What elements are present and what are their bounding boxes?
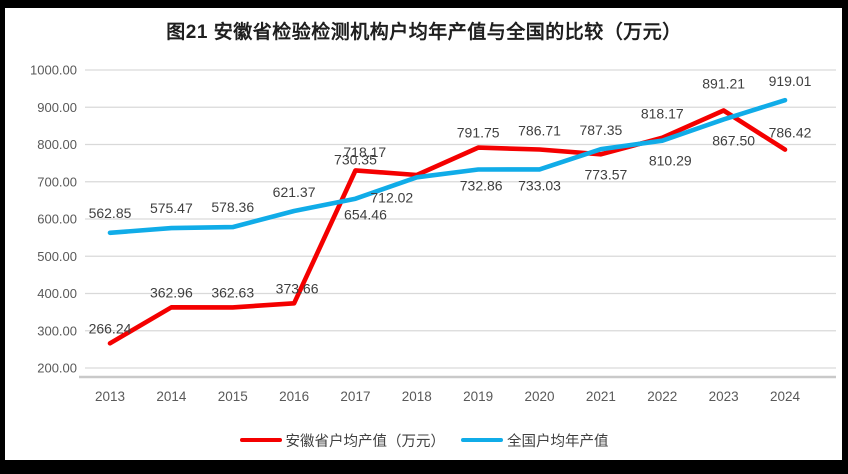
- data-label-anhui-series-2023: 891.21: [702, 76, 745, 92]
- y-axis-tick-label-300: 300.00: [37, 323, 77, 338]
- data-label-national-series-2021: 787.35: [579, 122, 622, 138]
- data-label-national-series-2014: 575.47: [150, 200, 193, 216]
- y-axis-tick-label-400: 400.00: [37, 286, 77, 301]
- national-legend-line-swatch: [461, 438, 503, 442]
- x-axis-tick-label-2024: 2024: [770, 389, 801, 404]
- x-axis-tick-label-2016: 2016: [279, 389, 309, 404]
- y-axis-tick-label-600: 600.00: [37, 212, 77, 227]
- data-label-anhui-series-2017: 730.35: [334, 151, 377, 167]
- legend-label-national: 全国户均年产值: [507, 433, 609, 450]
- x-axis-tick-label-2014: 2014: [156, 389, 187, 404]
- data-label-national-series-2023: 867.50: [712, 132, 755, 148]
- chart-legend: 安徽省户均产值（万元） 全国户均年产值: [0, 428, 848, 452]
- x-axis-tick-label-2022: 2022: [647, 389, 677, 404]
- page-border-left: [0, 0, 5, 474]
- chart-title: 图21 安徽省检验检测机构户均年产值与全国的比较（万元）: [166, 22, 682, 43]
- y-axis-tick-label-200: 200.00: [37, 361, 77, 376]
- data-label-national-series-2016: 621.37: [273, 184, 316, 200]
- x-axis-tick-label-2021: 2021: [586, 389, 616, 404]
- data-label-national-series-2022: 810.29: [649, 153, 692, 169]
- data-label-anhui-series-2018: 718.17: [343, 144, 386, 160]
- y-axis-tick-label-900: 900.00: [37, 100, 77, 115]
- data-label-national-series-2024: 919.01: [769, 73, 812, 89]
- data-label-anhui-series-2013: 266.24: [89, 320, 132, 336]
- x-axis-tick-label-2018: 2018: [402, 389, 432, 404]
- x-axis-tick-label-2017: 2017: [340, 389, 370, 404]
- data-label-anhui-series-2020: 786.71: [518, 122, 561, 138]
- x-axis-tick-label-2013: 2013: [95, 389, 125, 404]
- legend-item-national: 全国户均年产值: [461, 430, 609, 451]
- data-label-anhui-series-2021: 773.57: [584, 166, 627, 182]
- y-axis-tick-label-1000: 1000.00: [30, 63, 77, 78]
- data-label-national-series-2013: 562.85: [89, 205, 132, 221]
- legend-label-anhui: 安徽省户均产值（万元）: [285, 433, 446, 450]
- anhui-legend-line-swatch: [239, 438, 282, 442]
- y-axis-tick-label-800: 800.00: [37, 137, 77, 152]
- page-border-right: [842, 0, 848, 474]
- y-axis-tick-label-700: 700.00: [37, 174, 77, 189]
- data-label-anhui-series-2019: 791.75: [457, 125, 500, 141]
- data-label-national-series-2017: 654.46: [344, 207, 387, 223]
- legend-item-anhui: 安徽省户均产值（万元）: [239, 430, 446, 451]
- data-label-national-series-2020: 733.03: [518, 177, 561, 193]
- data-label-anhui-series-2016: 373.66: [276, 280, 319, 296]
- data-label-anhui-series-2014: 362.96: [150, 284, 193, 300]
- x-axis-tick-label-2019: 2019: [463, 389, 493, 404]
- y-axis-tick-label-500: 500.00: [37, 249, 77, 264]
- data-label-national-series-2019: 732.86: [460, 178, 503, 194]
- data-label-national-series-2018: 712.02: [370, 189, 413, 205]
- data-label-anhui-series-2022: 818.17: [641, 106, 684, 122]
- x-axis-tick-label-2015: 2015: [218, 389, 248, 404]
- x-axis-tick-label-2020: 2020: [525, 389, 555, 404]
- data-label-anhui-series-2024: 786.42: [769, 125, 812, 141]
- national-series-line: [107, 97, 788, 236]
- page-border-top: [0, 0, 848, 8]
- data-label-anhui-series-2015: 362.63: [211, 284, 254, 300]
- x-axis-tick-label-2023: 2023: [709, 389, 739, 404]
- page-border-bottom: [0, 460, 848, 474]
- anhui-series-line: [107, 108, 788, 346]
- data-label-national-series-2015: 578.36: [211, 199, 254, 215]
